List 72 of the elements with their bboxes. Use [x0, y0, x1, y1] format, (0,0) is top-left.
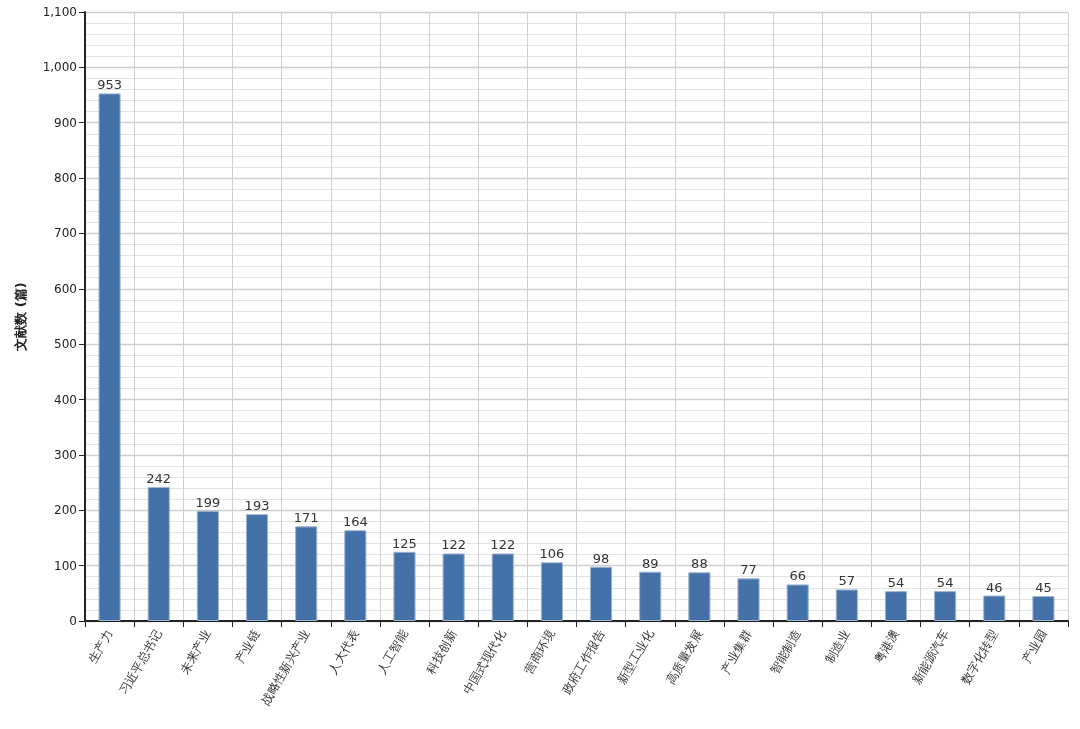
x-tick-label: 产业链 — [232, 627, 264, 666]
x-tick-label: 高质量发展 — [663, 627, 706, 687]
data-label: 45 — [1035, 580, 1052, 596]
x-tick-label: 营商环境 — [521, 627, 558, 677]
y-tick-label: 400 — [54, 392, 77, 407]
bar — [98, 93, 121, 621]
data-label: 199 — [195, 494, 221, 510]
y-tick-label: 100 — [54, 558, 77, 573]
bar — [1032, 596, 1055, 621]
y-tick-label: 600 — [54, 281, 77, 296]
y-tick-label: 1,100 — [42, 5, 77, 19]
y-tick-label: 800 — [54, 171, 77, 186]
y-tick-label: 700 — [54, 226, 77, 241]
bar — [442, 553, 465, 621]
x-tick-label: 政府工作报告 — [559, 627, 608, 697]
bar — [491, 553, 514, 621]
bar — [983, 595, 1006, 621]
data-label: 54 — [887, 575, 905, 591]
bar — [393, 551, 416, 621]
y-tick-label: 300 — [54, 447, 77, 462]
bar — [786, 584, 809, 621]
x-tick-label: 数字化转型 — [958, 627, 1001, 687]
x-tick-label: 产业园 — [1019, 627, 1050, 666]
data-label: 89 — [641, 555, 659, 571]
data-label: 122 — [441, 537, 467, 553]
data-label: 122 — [490, 537, 516, 553]
data-label: 193 — [244, 498, 270, 514]
data-label: 77 — [740, 562, 757, 578]
bar — [884, 591, 908, 621]
bar — [934, 591, 957, 621]
y-axis-title: 文献数 (篇) — [13, 282, 28, 352]
x-tick-label: 未来产业 — [177, 627, 214, 677]
bar — [737, 578, 760, 621]
x-tick-label: 制造业 — [822, 627, 853, 666]
data-label: 54 — [936, 575, 954, 591]
x-tick-label: 产业集群 — [718, 627, 755, 677]
y-tick-label: 900 — [54, 115, 77, 130]
data-label: 242 — [146, 471, 172, 487]
data-label: 98 — [592, 550, 610, 566]
data-label: 88 — [691, 556, 708, 572]
x-tick-label: 中国式现代化 — [460, 627, 509, 697]
bar — [245, 514, 269, 621]
x-tick-label: 新能源汽车 — [909, 627, 952, 687]
y-tick-label: 1,000 — [42, 60, 77, 75]
x-tick-label: 新型工业化 — [614, 627, 657, 687]
bar — [639, 571, 662, 621]
data-label: 164 — [342, 514, 368, 530]
data-label: 125 — [392, 535, 417, 551]
data-label: 106 — [539, 546, 565, 562]
bar — [688, 572, 711, 621]
x-tick-label: 智能制造 — [767, 627, 804, 677]
x-tick-label: 人大代表 — [325, 627, 362, 677]
x-tick-label: 生产力 — [85, 627, 116, 666]
data-label: 57 — [838, 573, 856, 589]
data-label: 171 — [293, 510, 319, 526]
bar — [540, 562, 563, 621]
data-label: 46 — [986, 579, 1003, 595]
bar — [196, 510, 219, 621]
y-tick-label: 500 — [54, 337, 77, 352]
x-tick-label: 习近平总书记 — [116, 627, 165, 697]
x-tick-label: 科技创新 — [423, 627, 460, 677]
y-tick-label: 0 — [69, 614, 77, 628]
bar — [590, 566, 613, 621]
data-label: 66 — [789, 568, 806, 584]
x-tick-label: 粤港澳 — [871, 627, 903, 666]
bar — [147, 487, 170, 621]
bar — [835, 589, 858, 621]
bar — [295, 526, 318, 621]
x-tick-label: 人工智能 — [374, 627, 411, 677]
y-tick-label: 200 — [54, 503, 77, 518]
data-label: 953 — [97, 77, 122, 93]
bar — [344, 530, 367, 621]
